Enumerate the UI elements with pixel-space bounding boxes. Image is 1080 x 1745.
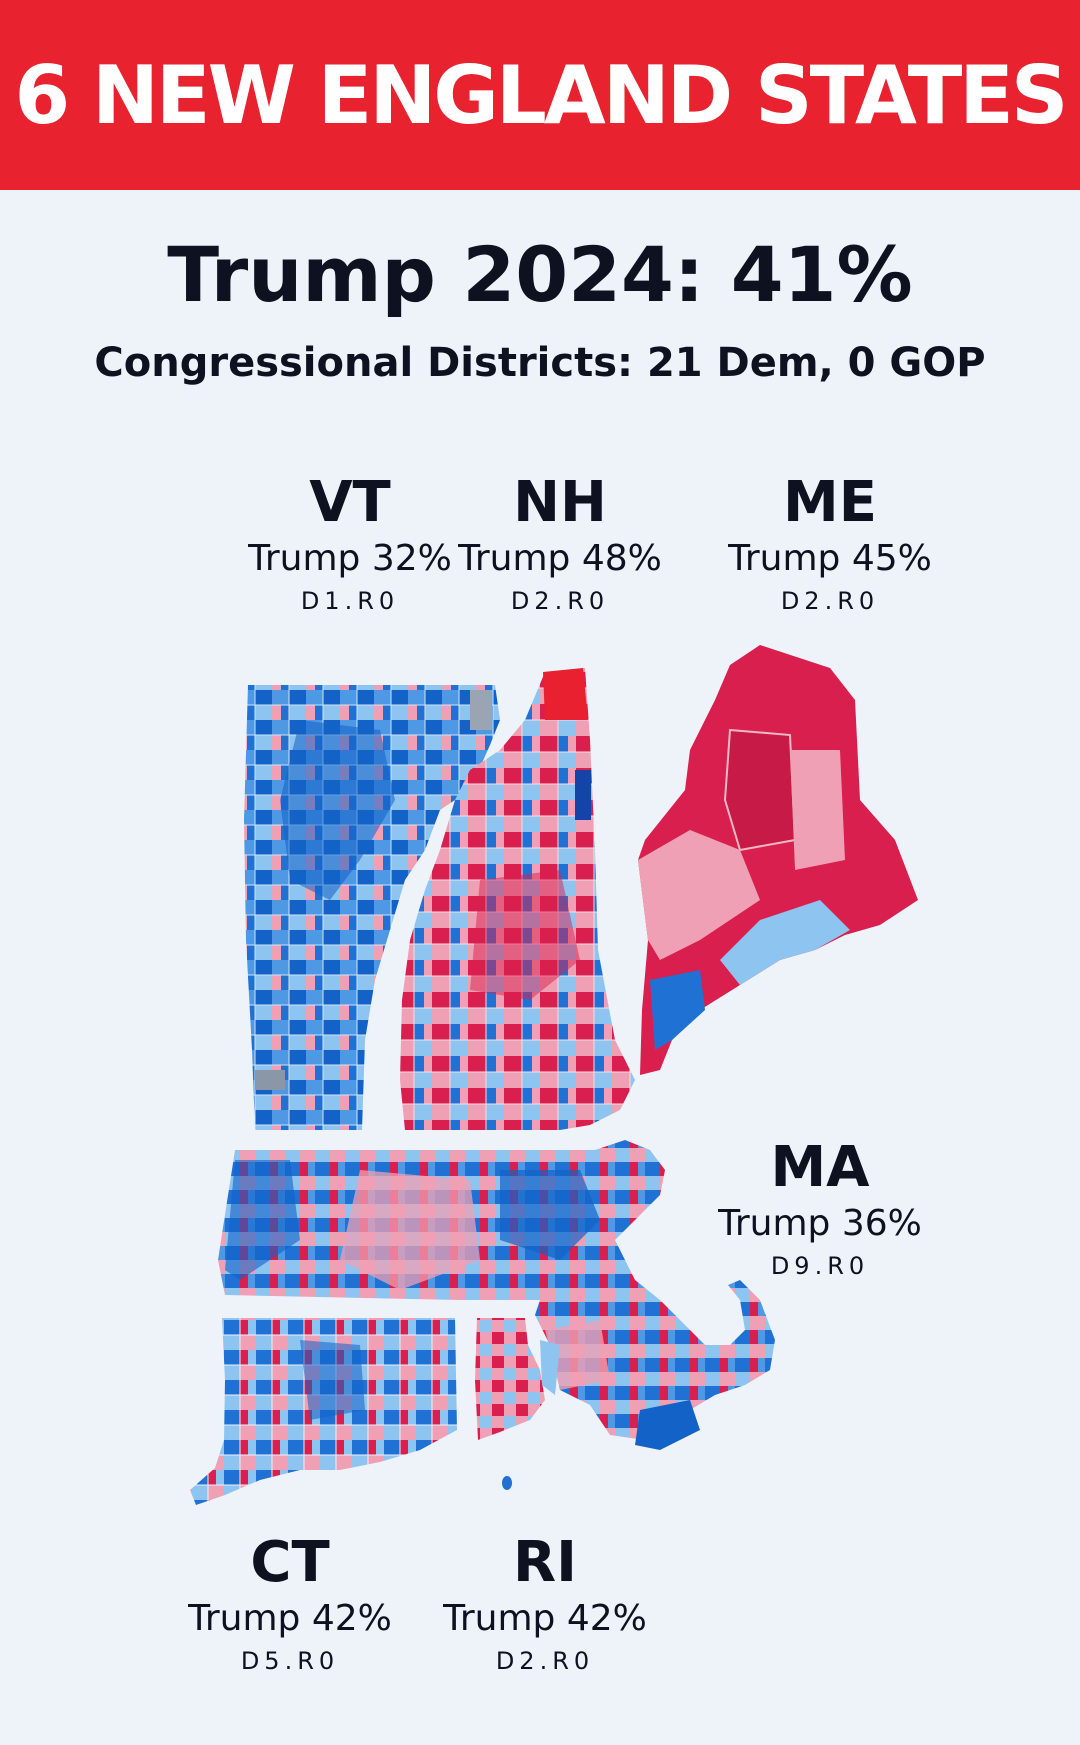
district-split: D5.R0 xyxy=(240,1647,340,1675)
title-banner: 6 NEW ENGLAND STATES xyxy=(0,0,1080,190)
state-label-me: ME Trump 45% D2.R0 xyxy=(710,470,950,620)
banner-title: 6 NEW ENGLAND STATES xyxy=(14,48,1068,142)
state-abbr: VT xyxy=(309,470,391,535)
district-split: D9.R0 xyxy=(770,1252,870,1280)
district-split: D1.R0 xyxy=(300,587,400,615)
state-label-ct: CT Trump 42% D5.R0 xyxy=(170,1530,410,1680)
state-label-ma: MA Trump 36% D9.R0 xyxy=(700,1135,940,1285)
trump-share: Trump 48% xyxy=(458,538,662,579)
state-abbr: MA xyxy=(770,1135,870,1200)
state-label-nh: NH Trump 48% D2.R0 xyxy=(440,470,680,620)
vermont-region xyxy=(244,685,500,1130)
maine-region xyxy=(638,645,918,1075)
connecticut-region xyxy=(190,1318,457,1505)
new-hampshire-region xyxy=(400,668,635,1130)
state-abbr: CT xyxy=(250,1530,330,1595)
state-abbr: ME xyxy=(783,470,877,535)
state-label-ri: RI Trump 42% D2.R0 xyxy=(425,1530,665,1680)
district-split: D2.R0 xyxy=(510,587,610,615)
district-split: D2.R0 xyxy=(495,1647,595,1675)
headline: Trump 2024: 41% xyxy=(167,230,913,319)
state-abbr: NH xyxy=(513,470,607,535)
state-label-vt: VT Trump 32% D1.R0 xyxy=(230,470,470,620)
state-abbr: RI xyxy=(513,1530,577,1595)
trump-share: Trump 42% xyxy=(188,1598,392,1639)
trump-share: Trump 42% xyxy=(443,1598,647,1639)
massachusetts-region xyxy=(218,1140,775,1450)
trump-share: Trump 36% xyxy=(718,1203,922,1244)
rhode-island-region xyxy=(475,1318,560,1490)
trump-share: Trump 45% xyxy=(728,538,932,579)
trump-share: Trump 32% xyxy=(248,538,452,579)
subheadline: Congressional Districts: 21 Dem, 0 GOP xyxy=(94,340,986,386)
district-split: D2.R0 xyxy=(780,587,880,615)
